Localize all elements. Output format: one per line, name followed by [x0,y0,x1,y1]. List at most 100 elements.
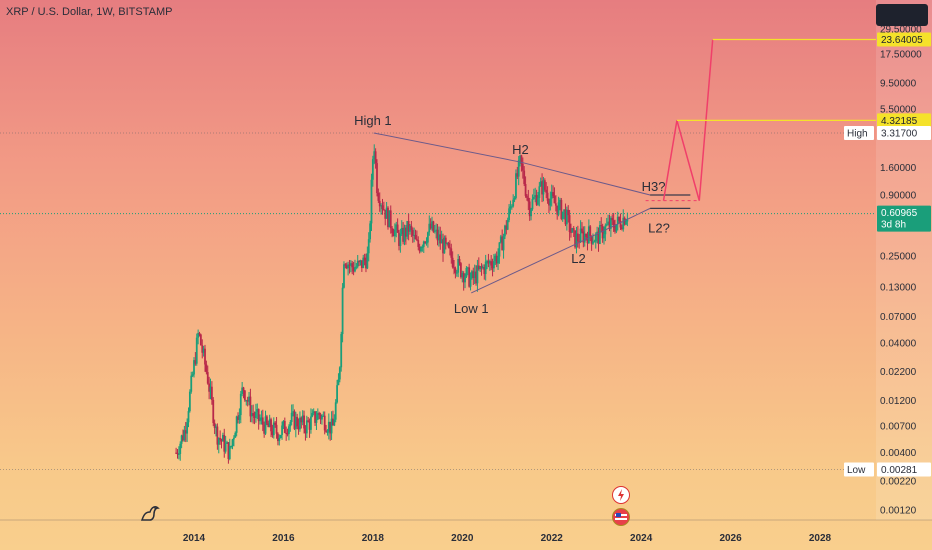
candle-body [333,419,336,426]
price-badge[interactable] [877,32,931,47]
candle-body [230,446,233,448]
candle-body [294,416,297,429]
candle-body [439,234,442,244]
candle-body [190,375,193,392]
candle-body [425,242,428,244]
candle-body [175,452,178,454]
candle-body [524,184,527,196]
candle-body [348,264,351,266]
candle-body [237,416,239,420]
annotation-label[interactable]: H2 [512,142,529,157]
candle-body [228,446,231,459]
candle-body [472,271,475,278]
candle-body [334,402,337,420]
candle-body [393,229,396,237]
price-badge[interactable] [877,462,931,477]
candle-body [598,225,601,244]
candle-body [548,200,550,206]
candle-body [360,260,363,268]
candle-body [594,234,597,242]
candle-body [520,155,523,164]
y-tick-label: 0.00120 [880,506,917,517]
candle-body [490,261,493,266]
candle-body [270,419,272,432]
x-tick-label: 2022 [541,533,564,544]
candle-body [385,207,388,219]
candle-body [552,192,554,196]
candle-body [530,209,532,217]
price-badge-tag [844,462,874,477]
candle-body [477,265,480,270]
price-badge[interactable] [877,205,931,232]
candle-body [487,260,490,264]
candle-body [272,422,275,436]
candle-body [505,225,508,230]
candle-body [614,227,616,232]
candle-body [246,400,249,402]
candle-body [377,193,380,201]
y-tick-label: 0.04000 [880,339,917,350]
candle-body [404,227,407,237]
candle-body [373,151,376,160]
tradingview-logo-icon[interactable] [138,500,162,524]
x-tick-label: 2018 [362,533,385,544]
annotation-label[interactable]: L2 [571,251,585,266]
candle-body [352,267,355,272]
candle-body [428,223,431,233]
candle-body [601,225,604,239]
candle-body [508,208,510,221]
candle-body [204,348,206,365]
candle-body [299,417,301,430]
candle-body [619,220,622,228]
price-badge-label: Low [847,465,866,476]
event-lightning-icon[interactable] [612,486,630,504]
candle-body [517,160,520,177]
y-tick-label: 29.50000 [880,25,922,36]
candle-body [442,239,444,254]
candle-body [509,206,512,209]
candle-body [537,197,539,205]
candle-body [568,215,571,233]
upper-trendline[interactable] [373,132,651,196]
lower-trendline[interactable] [471,207,651,294]
annotation-label[interactable]: H3? [642,179,666,194]
candle-body [242,387,245,391]
candle-body [605,224,608,226]
candle-body [194,360,197,364]
candle-body [607,221,610,225]
candle-body [462,273,465,283]
candle-body [336,385,338,403]
candle-body [300,417,303,423]
candle-body [579,228,582,243]
annotation-label[interactable]: L2? [648,220,670,235]
candle-body [330,418,333,434]
candle-body [581,228,583,232]
y-tick-label: 0.07000 [880,312,917,323]
candle-body [431,221,433,229]
price-axis[interactable] [876,0,932,520]
annotation-label[interactable]: Low 1 [454,301,489,316]
candle-body [180,435,183,444]
x-tick-label: 2026 [719,533,742,544]
y-tick-label: 0.13000 [880,283,917,294]
candle-body [220,439,223,442]
price-badge[interactable] [877,113,931,128]
symbol-title[interactable]: XRP / U.S. Dollar, 1W, BITSTAMP [6,6,173,18]
y-tick-label: 0.00220 [880,477,917,488]
candle-body [255,411,257,418]
candle-body [261,417,264,425]
event-us-flag-icon[interactable] [612,508,630,526]
candle-body [277,433,279,442]
candle-body [565,209,568,225]
annotation-label[interactable]: High 1 [354,113,392,128]
candle-body [479,266,482,270]
price-badge[interactable] [877,125,931,140]
candle-body [453,267,455,269]
candle-body [301,415,304,423]
candle-body [186,422,189,434]
candle-body [340,334,343,368]
candle-body [545,189,548,193]
candle-body [191,374,194,376]
